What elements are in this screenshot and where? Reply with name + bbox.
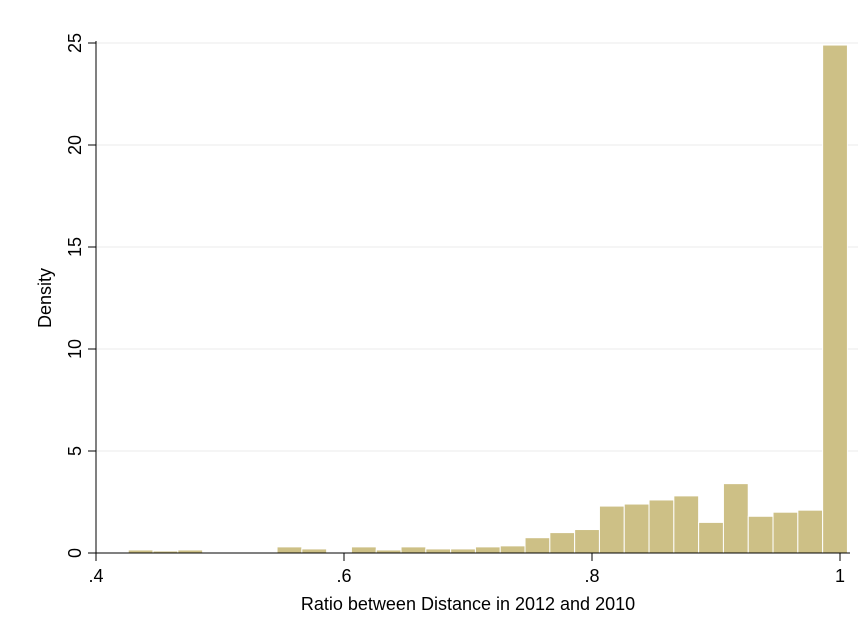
histogram-bar (425, 548, 452, 554)
histogram-bar (276, 546, 303, 554)
y-tick-label: 20 (65, 135, 85, 155)
histogram-bar (698, 521, 724, 554)
histogram-bar (524, 537, 551, 554)
histogram-bar (549, 532, 576, 554)
x-axis-title: Ratio between Distance in 2012 and 2010 (301, 594, 635, 614)
histogram-bar (499, 545, 526, 554)
y-axis-ticks: 0 5 10 15 20 25 (65, 33, 96, 558)
x-tick-label: 1 (835, 566, 845, 586)
y-axis-title: Density (35, 268, 55, 328)
histogram-bar (673, 495, 700, 554)
histogram-bar (598, 505, 625, 554)
histogram-bar (797, 509, 824, 554)
histogram-bar (648, 499, 675, 554)
x-axis-ticks: .4 .6 .8 1 (88, 553, 845, 586)
grid-lines (96, 42, 858, 452)
histogram-bar (400, 546, 427, 554)
x-tick-label: .4 (88, 566, 103, 586)
histogram-bar (722, 483, 749, 554)
histogram-bar (450, 548, 476, 554)
axes (95, 41, 850, 561)
histogram-bars (127, 44, 848, 554)
y-tick-label: 0 (65, 548, 85, 558)
histogram-bar (822, 44, 848, 554)
x-tick-label: .6 (336, 566, 351, 586)
x-tick-label: .8 (584, 566, 599, 586)
histogram-bar (623, 503, 650, 554)
histogram-bar (301, 548, 328, 554)
histogram-bar (747, 515, 774, 554)
y-tick-label: 10 (65, 339, 85, 359)
y-tick-label: 25 (65, 33, 85, 53)
y-tick-label: 15 (65, 237, 85, 257)
histogram-bar (474, 546, 501, 554)
histogram-bar (574, 529, 600, 554)
y-tick-label: 5 (65, 446, 85, 456)
histogram-bar (350, 546, 377, 554)
histogram-bar (772, 511, 799, 554)
